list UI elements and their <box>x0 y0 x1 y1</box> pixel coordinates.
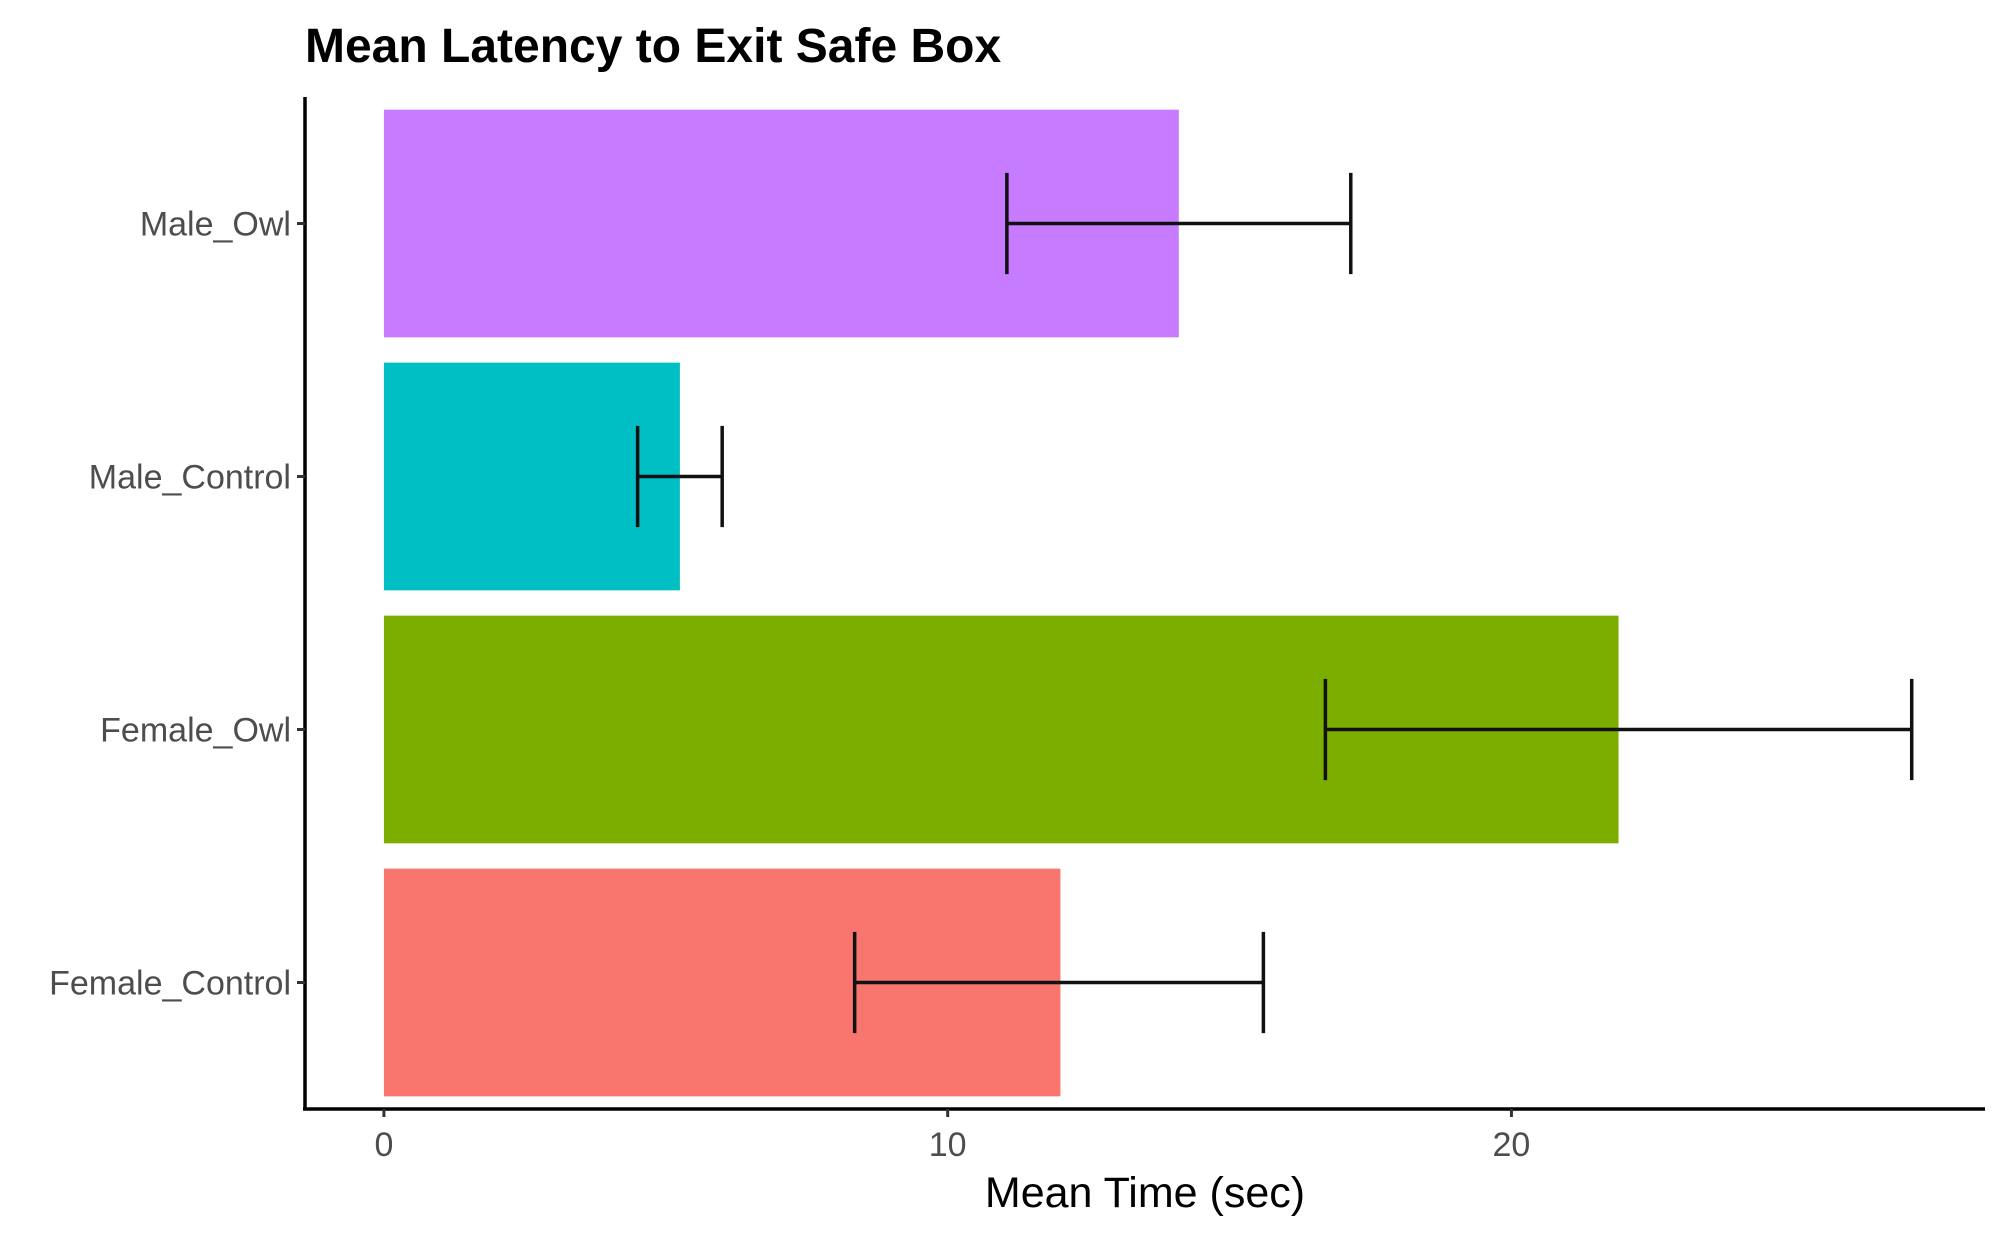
x-axis-ticks: 0 10 20 <box>374 1109 1530 1164</box>
error-bar-male-owl <box>1005 172 1353 275</box>
x-tick-label: 20 <box>1493 1126 1531 1164</box>
x-axis-title: Mean Time (sec) <box>985 1169 1305 1217</box>
chart-title: Mean Latency to Exit Safe Box <box>305 20 1001 73</box>
y-tick-label: Female_Control <box>49 965 291 1003</box>
bar-male-control <box>383 362 680 591</box>
x-tick-label: 10 <box>929 1126 967 1164</box>
x-tick-label: 0 <box>374 1126 393 1164</box>
y-tick-label: Female_Owl <box>100 712 291 750</box>
error-bar-female-control <box>852 931 1266 1034</box>
error-bar-female-owl <box>1323 678 1914 781</box>
bars-layer <box>383 109 1619 1097</box>
y-axis-ticks: Female_Control Female_Owl Male_Control Male… <box>49 206 305 1003</box>
y-tick-label: Male_Owl <box>140 206 291 244</box>
error-bar-male-control <box>635 425 724 528</box>
error-bars-layer <box>635 172 1914 1034</box>
y-tick-label: Male_Control <box>89 459 291 497</box>
